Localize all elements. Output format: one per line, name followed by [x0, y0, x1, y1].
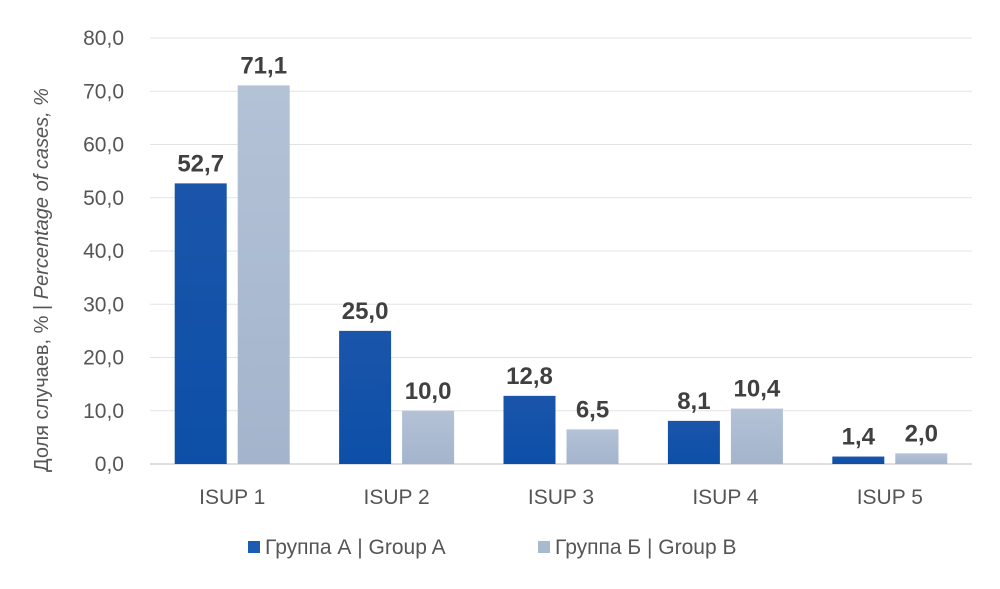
y-tick-label: 40,0 [83, 240, 124, 263]
data-label: 8,1 [677, 388, 710, 415]
bar-group-a [832, 456, 885, 464]
x-category-label: ISUP 3 [528, 486, 594, 509]
y-axis-label-italic: Percentage of cases, % [31, 88, 53, 299]
y-axis-label-plain: Доля случаев, % | [31, 299, 53, 472]
y-tick-label: 60,0 [83, 134, 124, 157]
data-label: 6,5 [576, 396, 609, 423]
bar-group-b [730, 408, 783, 464]
data-label: 2,0 [905, 420, 938, 447]
y-tick-label: 0,0 [95, 453, 124, 476]
bar-group-b [237, 85, 290, 464]
y-axis-ticks: 0,0 10,0 20,0 30,0 40,0 50,0 60,0 70,0 80,0 [83, 27, 124, 476]
data-label: 10,4 [734, 376, 781, 403]
bar-group-a [503, 395, 556, 464]
x-category-label: ISUP 1 [199, 486, 265, 509]
x-category-label: ISUP 4 [692, 486, 758, 509]
data-label: 12,8 [506, 363, 553, 390]
legend-swatch-group-b [538, 541, 550, 553]
y-tick-label: 10,0 [83, 400, 124, 423]
y-tick-label: 80,0 [83, 27, 124, 50]
x-category-label: ISUP 2 [364, 486, 430, 509]
y-tick-label: 50,0 [83, 187, 124, 210]
data-label: 52,7 [177, 150, 224, 177]
x-category-label: ISUP 5 [857, 486, 923, 509]
bar-group-a [667, 420, 720, 464]
data-labels: 52,7 71,1 25,0 10,0 12,8 6,5 8,1 10,4 1,4 2,0 [177, 52, 938, 450]
legend-label-group-b: Группа Б | Group B [555, 536, 737, 559]
data-label: 25,0 [342, 298, 389, 325]
bars [174, 85, 948, 464]
bar-group-a [174, 183, 227, 464]
y-tick-label: 70,0 [83, 80, 124, 103]
y-axis-label: Доля случаев, % | Percentage of cases, % [31, 88, 53, 472]
legend-swatch-group-a [248, 541, 260, 553]
x-axis-categories: ISUP 1 ISUP 2 ISUP 3 ISUP 4 ISUP 5 [199, 486, 923, 509]
data-label: 1,4 [842, 424, 876, 451]
bar-group-b [566, 429, 619, 464]
legend-label-group-a: Группа А | Group A [265, 536, 446, 559]
bar-group-b [402, 410, 455, 464]
legend: Группа А | Group A Группа Б | Group B [248, 536, 737, 559]
data-label: 10,0 [405, 378, 452, 405]
y-tick-label: 20,0 [83, 347, 124, 370]
y-tick-label: 30,0 [83, 293, 124, 316]
bar-group-a [339, 330, 392, 464]
data-label: 71,1 [240, 52, 287, 79]
bar-group-b [895, 453, 948, 464]
